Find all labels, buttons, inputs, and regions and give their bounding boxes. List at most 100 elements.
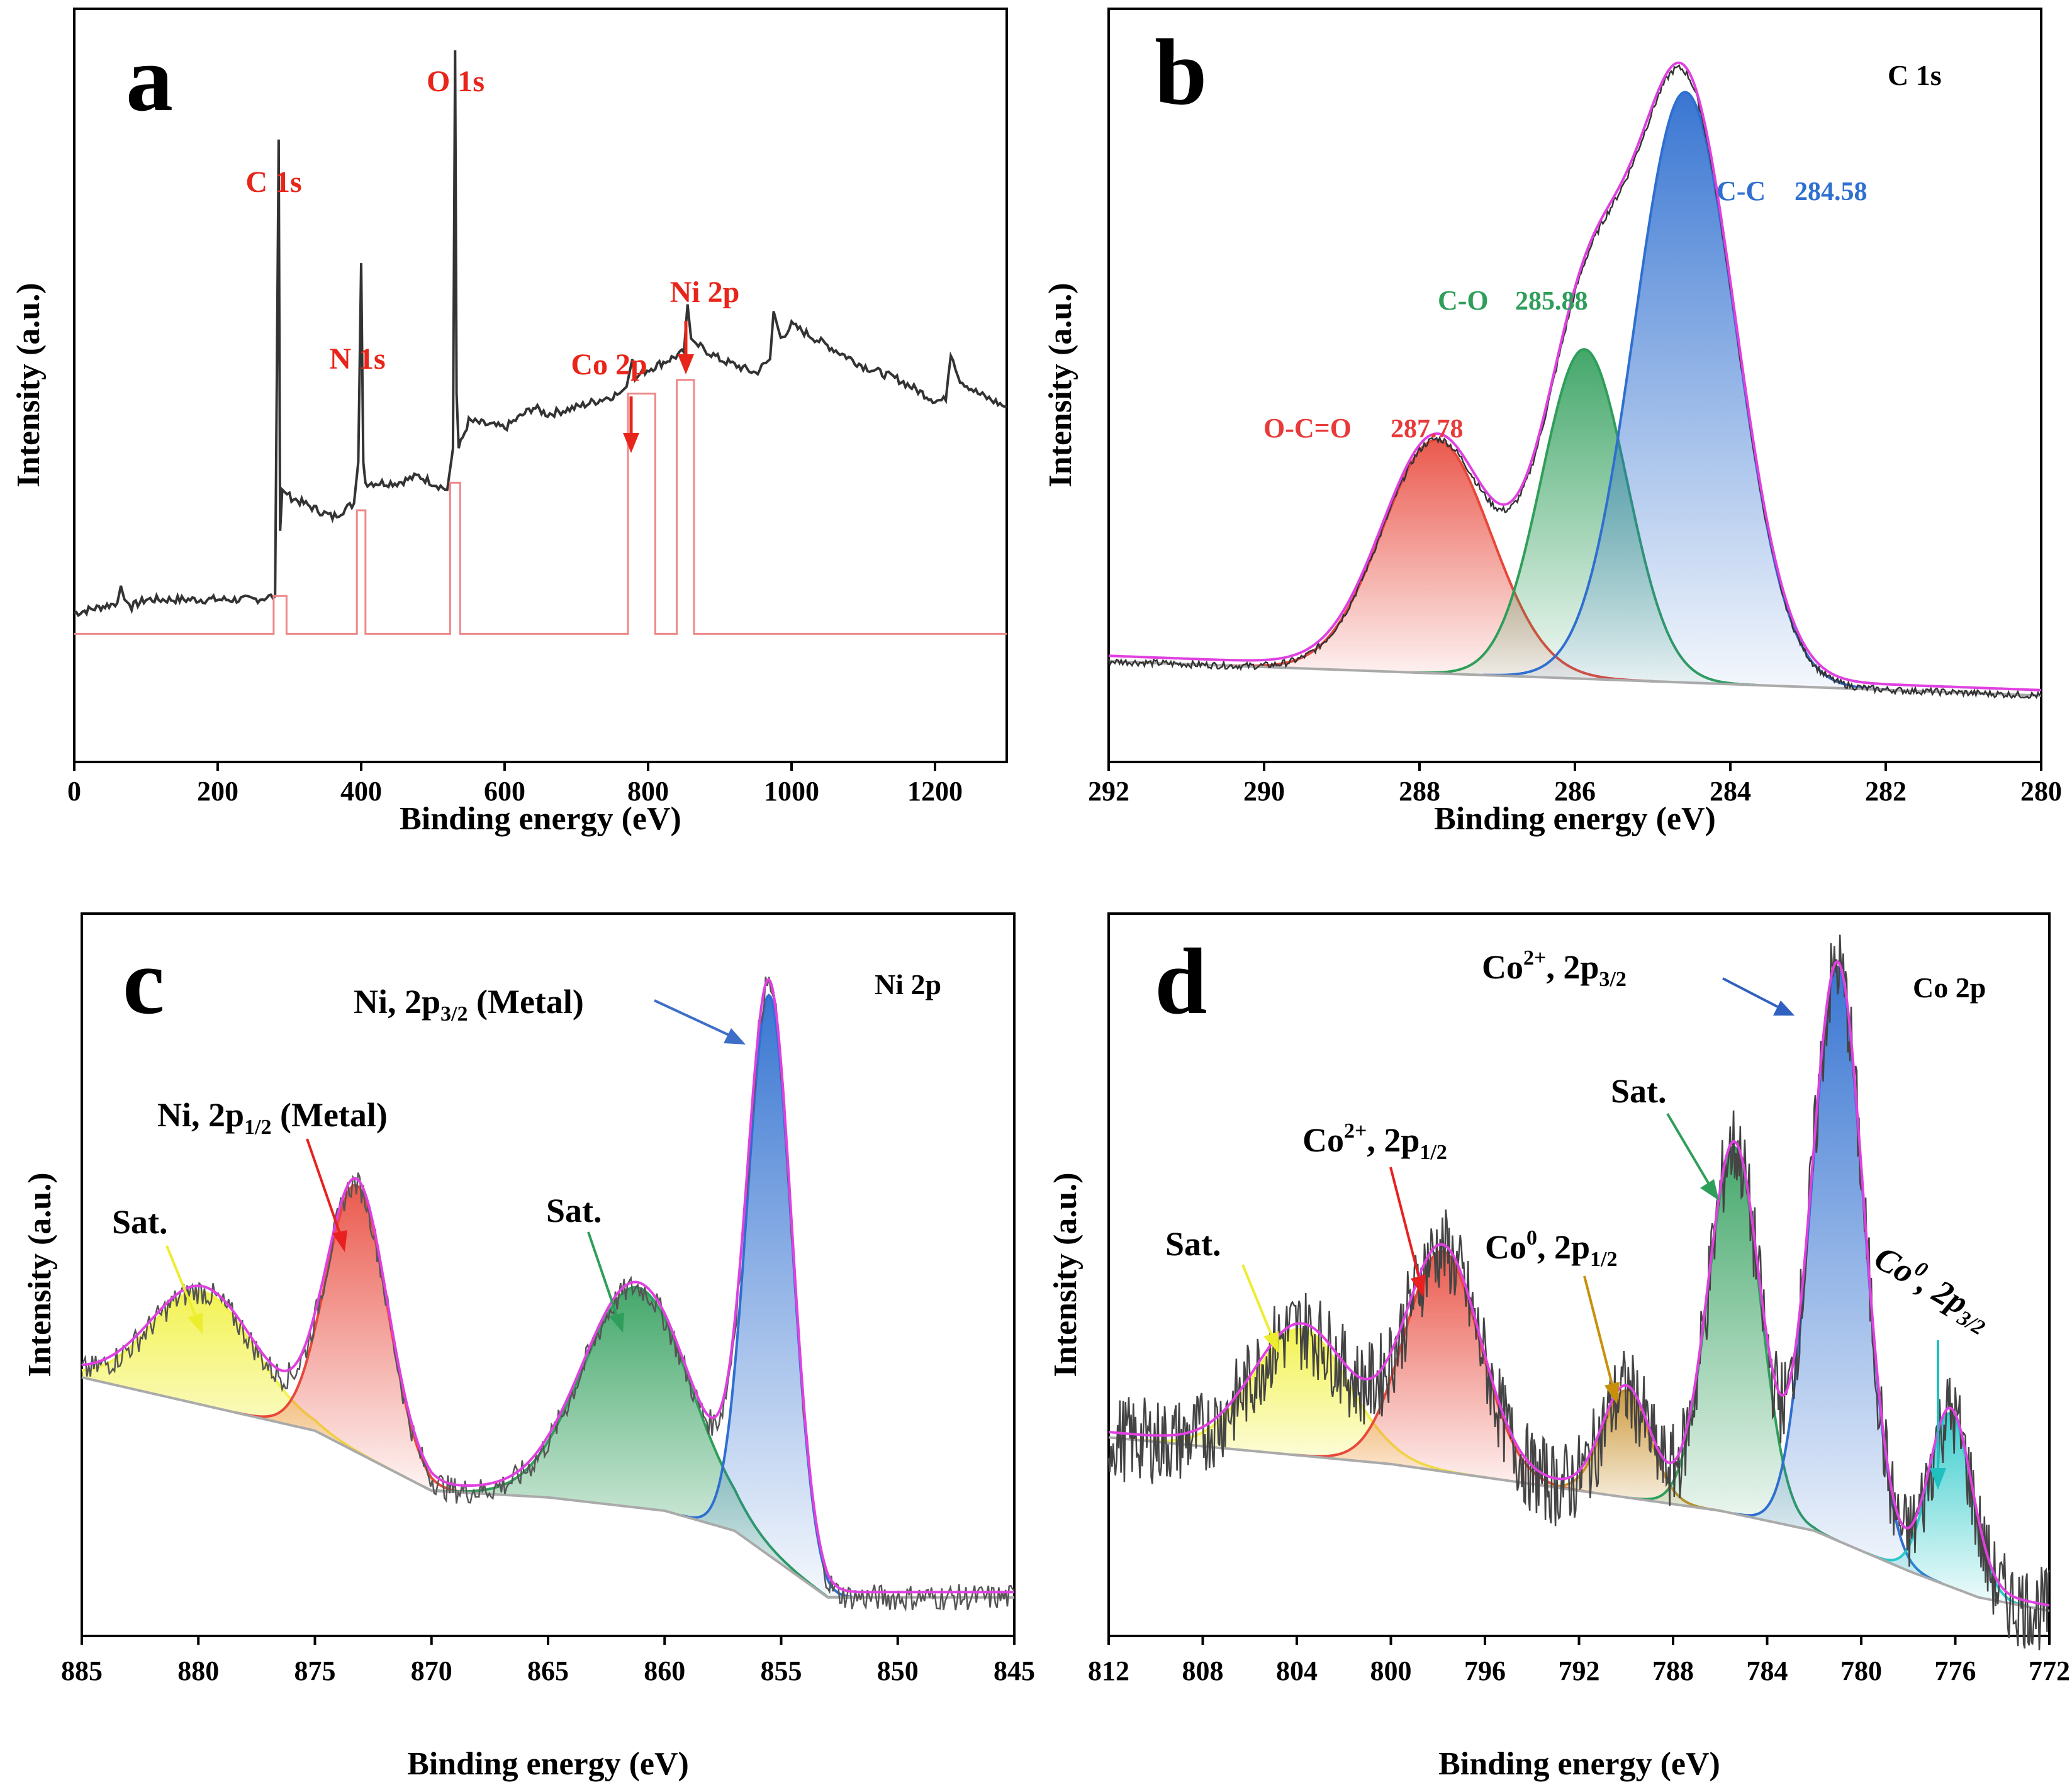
panel-d-label-co2-32: Co2+, 2p3/2 (1482, 946, 1627, 991)
panel-c-xtick-label: 885 (61, 1655, 103, 1686)
panel-d-raw-data (1107, 934, 2051, 1650)
panel-d-label-sat2: Sat. (1611, 1072, 1667, 1110)
panel-d-xtick-label: 808 (1182, 1655, 1224, 1686)
panel-d-background-line (1108, 1436, 2050, 1612)
panel-c-xtick-label: 855 (761, 1655, 802, 1686)
panel-a-arrow-co2p (623, 396, 639, 453)
panel-d-arrow-sat2 (1666, 1112, 1719, 1201)
panel-a-xtick-label: 200 (197, 776, 238, 807)
panel-a-arrow-ni2p (678, 321, 694, 374)
panel-a-xtick-label: 1000 (764, 776, 819, 807)
panel-d-arrow-co0-32 (1930, 1340, 1946, 1490)
panel-c-xtick-label: 880 (177, 1655, 219, 1686)
panel-b-xtick-label: 292 (1088, 776, 1129, 807)
panel-d-arrow-co2-12 (1389, 1167, 1426, 1297)
panel-c-arrow-sat1 (165, 1245, 203, 1334)
svg-text:287.78: 287.78 (1391, 415, 1464, 444)
panel-b-envelope (1108, 61, 2042, 692)
panel-b-label-cc: C-C 284.58 (1716, 176, 1868, 206)
panel-b-xtick-label: 280 (2020, 776, 2062, 807)
panel-b-corner-label: C 1s (1888, 59, 1942, 91)
panel-c-frame (81, 912, 1016, 1637)
panel-a-label-co2p: Co 2p (571, 348, 647, 381)
panel-a-xlabel: Binding energy (eV) (400, 801, 681, 837)
panel-c-xtick-label: 870 (411, 1655, 452, 1686)
panel-a-xtick-label: 1200 (907, 776, 963, 807)
panel-c-envelope (81, 977, 1014, 1594)
panel-c-xlabel: Binding energy (eV) (407, 1746, 689, 1782)
panel-c-xtick-label: 845 (994, 1655, 1035, 1686)
panel-d-arrow-sat1 (1241, 1264, 1279, 1353)
panel-b-xtick-label: 282 (1865, 776, 1907, 807)
panel-c-arrow-ni32 (654, 999, 746, 1044)
panel-d-label-co0-12: Co0, 2p1/2 (1485, 1226, 1618, 1271)
panel-d-label-sat1: Sat. (1165, 1225, 1221, 1263)
panel-a-label-o1s: O 1s (427, 65, 484, 98)
panel-b-xlabel: Binding energy (eV) (1434, 801, 1716, 837)
panel-a-ylabel: Intensity (a.u.) (11, 283, 47, 487)
panel-d-xtick-label: 800 (1370, 1655, 1412, 1686)
panel-d: 812 808 804 800 796 792 788 784 780 776 772 (1088, 934, 2070, 1686)
panel-a-series-background (74, 379, 1007, 635)
panel-c-label-ni12: Ni, 2p1/2 (Metal) (157, 1096, 388, 1139)
panel-c-xtick-label: 850 (877, 1655, 919, 1686)
panel-a-label-c1s: C 1s (245, 165, 301, 199)
panel-a: 0 200 400 600 800 1000 1200 (67, 50, 1007, 807)
panel-c-ylabel: Intensity (a.u.) (22, 1172, 58, 1377)
panel-b-letter: b (1155, 20, 1207, 125)
panel-a-label-n1s: N 1s (329, 342, 385, 376)
panel-d-xtick-label: 784 (1747, 1655, 1788, 1686)
panel-d-arrow-co2-32 (1722, 977, 1795, 1016)
panel-d-xtick-label: 792 (1559, 1655, 1600, 1686)
panel-c-corner-label: Ni 2p (875, 968, 941, 1000)
panel-c-xtick-label: 860 (644, 1655, 685, 1686)
panel-a-xtick-label: 800 (627, 776, 669, 807)
svg-text:285.88: 285.88 (1515, 287, 1588, 316)
panel-d-envelope (1108, 960, 2050, 1607)
panel-a-xtick-label: 400 (340, 776, 382, 807)
panel-b-peak-fill-1 (1413, 349, 1756, 685)
panel-d-label-co0-32: Co0, 2p3/2 (1866, 1237, 2000, 1340)
panel-d-arrow-co0-12 (1583, 1275, 1620, 1404)
svg-text:C-O: C-O (1438, 285, 1489, 316)
panel-c-peak-fill-1 (235, 1185, 478, 1494)
panel-b-peak-fill-0 (1219, 440, 1654, 681)
panel-d-xtick-label: 788 (1652, 1655, 1694, 1686)
panel-d-corner-label: Co 2p (1913, 972, 1986, 1004)
panel-b-label-occo: O-C=O 287.78 (1263, 413, 1464, 444)
panel-a-frame (73, 8, 1008, 763)
panel-c-arrow-sat2 (587, 1231, 624, 1333)
svg-text:284.58: 284.58 (1795, 177, 1868, 206)
panel-b-label-co: C-O 285.88 (1438, 285, 1588, 316)
panel-b-ylabel: Intensity (a.u.) (1043, 283, 1078, 487)
panel-c-label-sat1: Sat. (112, 1203, 168, 1241)
panel-c-peak-fill-3 (681, 995, 858, 1598)
panel-d-xtick-label: 796 (1464, 1655, 1506, 1686)
panel-b-xtick-label: 288 (1399, 776, 1440, 807)
panel-d-xlabel: Binding energy (eV) (1438, 1746, 1720, 1782)
panel-c-peak-line-3 (681, 994, 858, 1599)
panel-d-peak-fill-5 (1866, 1413, 2036, 1608)
panel-d-xtick-label: 804 (1276, 1655, 1318, 1686)
svg-text:O-C=O: O-C=O (1263, 413, 1352, 444)
panel-a-label-ni2p: Ni 2p (670, 276, 740, 309)
svg-text:C-C: C-C (1716, 176, 1766, 206)
panel-a-xtick-label: 600 (484, 776, 525, 807)
panel-b: 292 290 288 286 284 282 280 (1088, 61, 2062, 807)
panel-d-peak-fill-4 (1734, 967, 1942, 1584)
panel-b-peak-fill-2 (1483, 92, 1888, 690)
panel-d-peak-fill-3 (1630, 1146, 1838, 1541)
panel-b-xtick-label: 284 (1710, 776, 1751, 807)
panel-d-xtick-label: 780 (1840, 1655, 1882, 1686)
panel-d-xtick-label: 812 (1088, 1655, 1129, 1686)
panel-c-background-line (81, 1376, 1014, 1599)
panel-c-raw-data (81, 977, 1015, 1612)
panel-c-label-ni32: Ni, 2p3/2 (Metal) (354, 983, 584, 1026)
panel-d-ylabel: Intensity (a.u.) (1048, 1172, 1084, 1377)
panel-d-label-co2-12: Co2+, 2p1/2 (1302, 1119, 1447, 1164)
panel-b-xtick-label: 286 (1554, 776, 1596, 807)
panel-d-peak-fill-2 (1532, 1391, 1720, 1511)
panel-c: 885 880 875 870 865 860 855 850 845 (61, 977, 1035, 1686)
panel-a-xtick-label: 0 (67, 776, 81, 807)
